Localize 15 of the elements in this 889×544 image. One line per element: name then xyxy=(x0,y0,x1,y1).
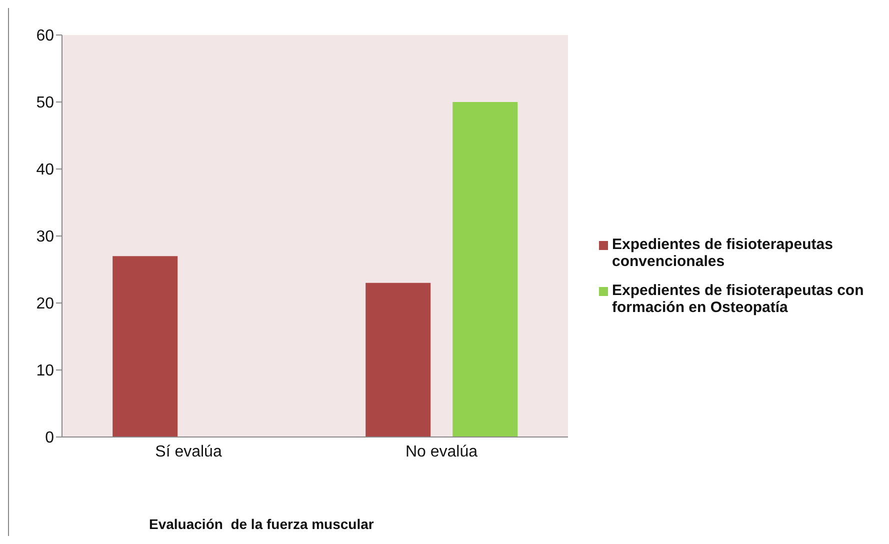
y-tick-label: 50 xyxy=(36,94,54,112)
x-tick-label: Sí evalúa xyxy=(155,443,222,460)
x-axis-title: Evaluación de la fuerza muscular xyxy=(149,516,374,532)
legend-label: Expedientes de fisioterapeutas con formación en Osteopatía xyxy=(612,282,865,316)
bar xyxy=(366,282,431,437)
bar xyxy=(112,256,178,437)
y-tick-label: 40 xyxy=(36,162,54,179)
y-tick-label: 20 xyxy=(36,296,54,313)
y-tick-label: 0 xyxy=(45,430,54,447)
y-tick-label: 60 xyxy=(36,28,54,45)
bar xyxy=(452,102,518,437)
y-tick-label: 30 xyxy=(36,228,54,246)
y-tick-label: 10 xyxy=(36,362,54,380)
legend-label: Expedientes de fisioterapeutas convencionales xyxy=(612,236,834,270)
x-tick-label: No evalúa xyxy=(405,443,478,460)
